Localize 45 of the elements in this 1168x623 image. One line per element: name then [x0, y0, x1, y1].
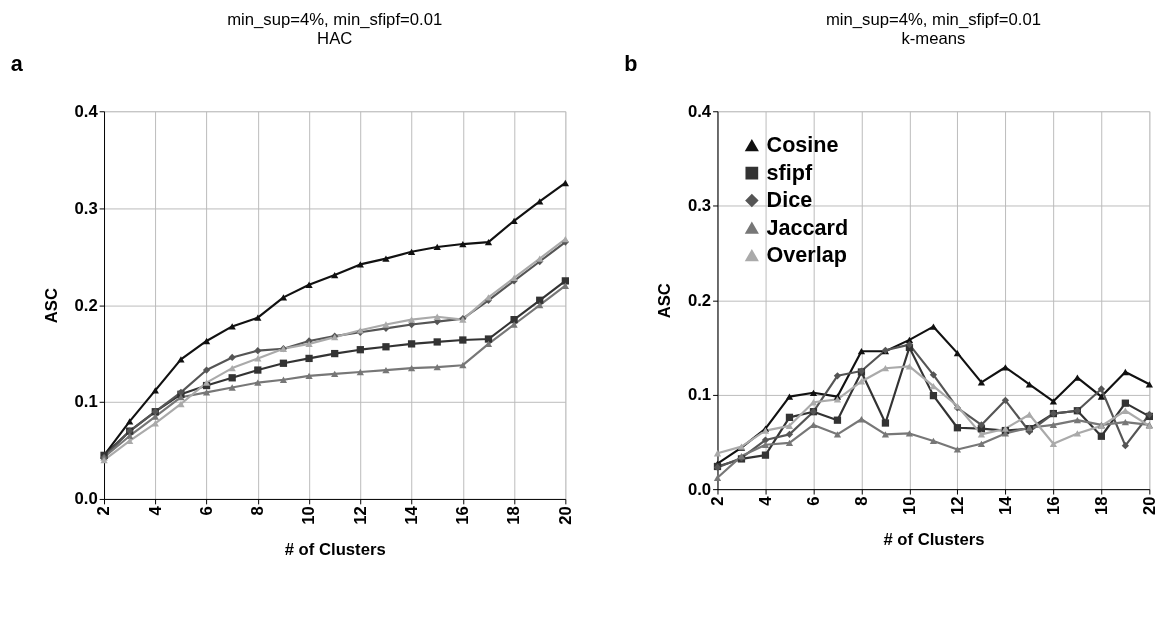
x-tick-label: 8	[851, 496, 871, 506]
x-tick-label: 6	[196, 506, 216, 516]
x-tick-label: 4	[145, 505, 165, 516]
y-tick-label: 0.0	[687, 479, 712, 499]
x-tick-label: 20	[555, 506, 575, 525]
chart-title: min_sup=4%, min_sfipf=0.01	[825, 9, 1041, 29]
x-tick-label: 16	[453, 506, 473, 525]
x-tick-label: 10	[899, 496, 919, 516]
legend-label: Overlap	[766, 242, 847, 268]
x-tick-label: 6	[803, 496, 823, 506]
text: a	[10, 51, 24, 77]
chart-subtitle: HAC	[317, 28, 353, 48]
legend-label: Jaccard	[766, 214, 849, 240]
legend-label: Dice	[766, 187, 813, 213]
x-tick-label: 2	[707, 496, 727, 506]
y-tick-label: 0.4	[687, 101, 712, 121]
x-tick-label: 4	[755, 495, 775, 506]
legend-label: Cosine	[766, 132, 839, 158]
x-tick-label: 18	[504, 506, 524, 525]
x-tick-label: 10	[299, 506, 319, 525]
x-tick-label: 16	[1043, 496, 1063, 516]
y-axis-title: ASC	[655, 283, 675, 319]
legend-label: sfipf	[766, 159, 813, 185]
y-tick-label: 0.0	[74, 489, 98, 509]
y-tick-label: 0.3	[687, 196, 712, 216]
x-tick-label: 14	[401, 505, 421, 525]
y-tick-label: 0.2	[74, 295, 98, 315]
y-tick-label: 0.2	[687, 290, 712, 310]
x-tick-label: 20	[1139, 496, 1159, 516]
y-axis-title: ASC	[41, 288, 61, 324]
text: b	[624, 51, 638, 77]
x-tick-label: 14	[995, 495, 1015, 516]
x-axis-title: # of Clusters	[284, 540, 386, 560]
y-tick-label: 0.4	[74, 101, 99, 121]
x-tick-label: 2	[94, 506, 114, 516]
chart-subtitle: k-means	[901, 28, 966, 48]
x-tick-label: 12	[350, 506, 370, 525]
x-tick-label: 18	[1091, 496, 1111, 516]
y-tick-label: 0.1	[74, 392, 98, 412]
x-axis-title: # of Clusters	[883, 530, 985, 550]
chart-title: min_sup=4%, min_sfipf=0.01	[227, 9, 443, 29]
y-tick-label: 0.1	[687, 385, 712, 405]
x-tick-label: 8	[248, 506, 268, 516]
y-tick-label: 0.3	[74, 198, 98, 218]
x-tick-label: 12	[947, 496, 967, 516]
